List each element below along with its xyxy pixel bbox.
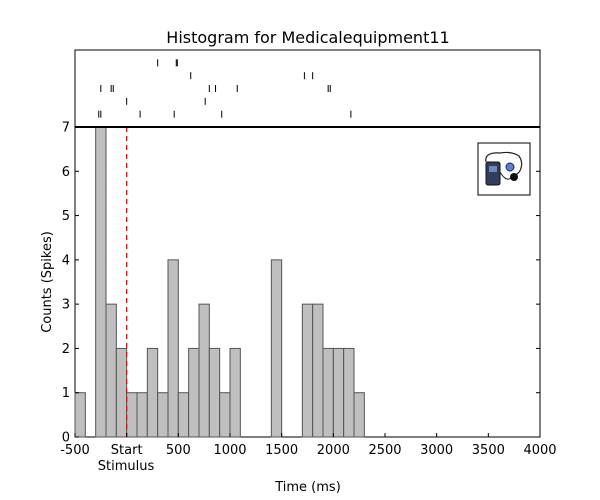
- y-tick-label: 1: [62, 386, 70, 401]
- y-tick-label: 0: [62, 431, 70, 446]
- x-axis-label: Time (ms): [274, 480, 341, 495]
- icon-tube: [485, 151, 523, 176]
- x-tick-label: 2000: [317, 443, 350, 458]
- histogram-panel: 0 1 2 3 4 5 6 7 -500 Start 500 1000 1500 2000 2500 300…: [60, 121, 556, 459]
- histogram-bar: [353, 392, 365, 438]
- chart-title: Histogram for Medicalequipment11: [166, 28, 449, 47]
- histogram-bar: [198, 303, 210, 438]
- raster-frame: [74, 49, 541, 128]
- histogram-bar: [332, 347, 345, 438]
- histogram-bar: [146, 347, 159, 438]
- histogram-bar: [167, 259, 179, 438]
- histogram-bar: [74, 392, 86, 438]
- y-axis-label: Counts (Spikes): [40, 231, 55, 333]
- histogram-bars: [74, 126, 365, 438]
- y-tick-label: 6: [62, 165, 70, 180]
- y-axis-ticks: 0 1 2 3 4 5 6 7: [62, 121, 540, 446]
- histogram-bar: [126, 392, 138, 438]
- icon-cuff: [510, 173, 518, 181]
- x-tick-label: 3000: [420, 443, 453, 458]
- y-tick-label: 7: [62, 121, 70, 136]
- x-tick-label: 3500: [472, 443, 505, 458]
- histogram-bar: [115, 347, 128, 438]
- histogram-bar: [136, 392, 148, 438]
- x-axis-ticks: -500 Start 500 1000 1500 2000 2500 3000 3500 4000: [60, 433, 557, 458]
- histogram-bar: [157, 392, 169, 438]
- histogram-bar: [270, 259, 283, 438]
- histogram-bar: [105, 303, 117, 438]
- histogram-bar: [177, 392, 190, 438]
- histogram-bar: [301, 303, 314, 438]
- medical-equipment-icon: [477, 142, 531, 196]
- stimulus-label: Stimulus: [98, 459, 155, 474]
- icon-device-screen: [489, 166, 497, 172]
- y-tick-label: 3: [62, 298, 70, 313]
- histogram-bar: [208, 347, 221, 438]
- y-tick-label: 2: [62, 342, 70, 357]
- x-tick-label: 2500: [368, 443, 401, 458]
- histogram-bar: [312, 303, 324, 438]
- x-tick-label: -500: [60, 443, 90, 458]
- icon-bulb: [505, 162, 515, 172]
- y-tick-label: 5: [62, 209, 70, 224]
- x-tick-label: 1500: [265, 443, 298, 458]
- y-tick-label: 4: [62, 253, 70, 268]
- icon-hose: [499, 171, 512, 180]
- raster-ticks: [98, 59, 352, 118]
- x-tick-label: 4000: [523, 443, 556, 458]
- histogram-bar: [343, 347, 355, 438]
- x-tick-label: Start: [111, 443, 143, 458]
- histogram-bar: [188, 347, 200, 438]
- histogram-bar: [322, 347, 334, 438]
- histogram-bar: [229, 347, 241, 438]
- x-tick-label: 500: [166, 443, 191, 458]
- x-tick-label: 1000: [213, 443, 246, 458]
- icon-device-body: [485, 161, 501, 186]
- histogram-bar: [219, 392, 231, 438]
- raster-panel: [74, 49, 541, 128]
- histogram-bar: [95, 126, 107, 438]
